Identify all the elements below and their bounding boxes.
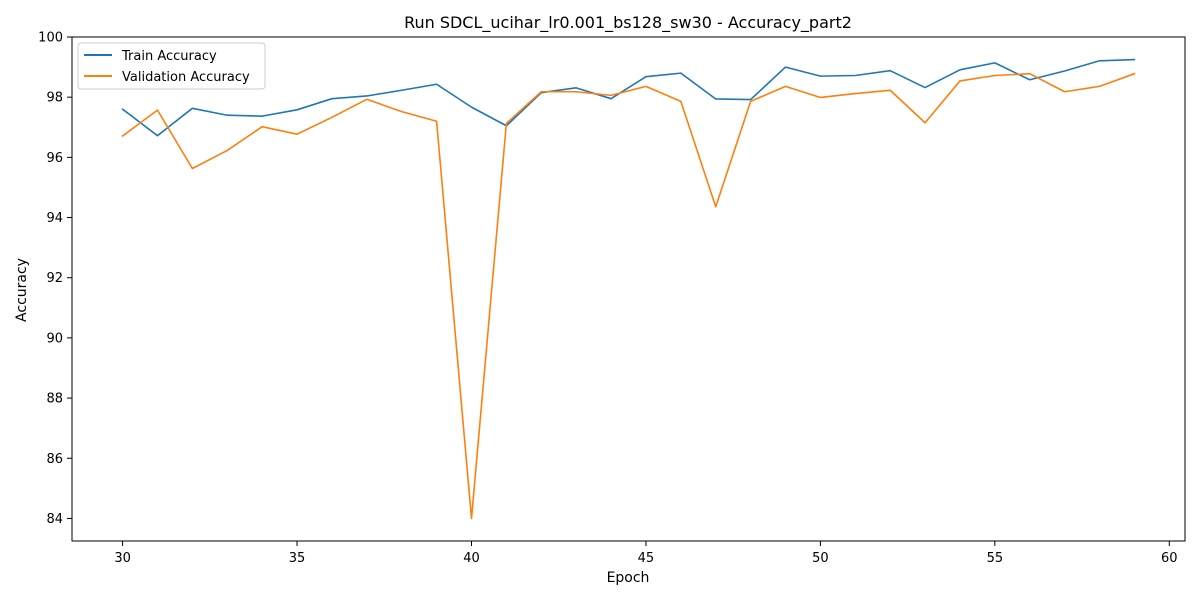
y-tick-label: 94 (46, 211, 63, 226)
y-axis-title: Accuracy (14, 258, 30, 322)
legend-label-train-accuracy: Train Accuracy (121, 49, 217, 64)
y-tick-label: 88 (46, 392, 63, 407)
x-tick-label: 35 (289, 551, 306, 566)
x-tick-label: 50 (812, 551, 829, 566)
y-tick-label: 98 (46, 91, 63, 106)
x-tick-label: 60 (1161, 551, 1178, 566)
legend: Train Accuracy Validation Accuracy (77, 42, 266, 90)
y-tick-label: 84 (46, 512, 63, 527)
x-axis-title: Epoch (607, 570, 650, 586)
plot-area-frame (71, 36, 1186, 542)
y-tick-label: 96 (46, 151, 63, 166)
series-line-train-accuracy (121, 58, 1136, 137)
y-tick-label: 100 (38, 31, 63, 46)
y-tick-label: 90 (46, 331, 63, 346)
x-tick-label: 45 (638, 551, 655, 566)
legend-box (77, 42, 266, 90)
series-line-validation-accuracy (121, 72, 1136, 520)
chart-title: Run SDCL_ucihar_lr0.001_bs128_sw30 - Acc… (404, 13, 852, 33)
y-axis-ticks: 84 86 88 90 92 94 96 98 100 (38, 31, 72, 527)
y-tick-label: 86 (46, 452, 63, 467)
axes-layer (71, 36, 1186, 542)
x-tick-label: 40 (463, 551, 480, 566)
x-axis-ticks: 30 35 40 45 50 55 60 (114, 541, 1178, 566)
x-tick-label: 55 (987, 551, 1004, 566)
legend-label-validation-accuracy: Validation Accuracy (122, 70, 250, 85)
series-layer (121, 58, 1136, 520)
x-tick-label: 30 (114, 551, 131, 566)
y-tick-label: 92 (46, 271, 63, 286)
